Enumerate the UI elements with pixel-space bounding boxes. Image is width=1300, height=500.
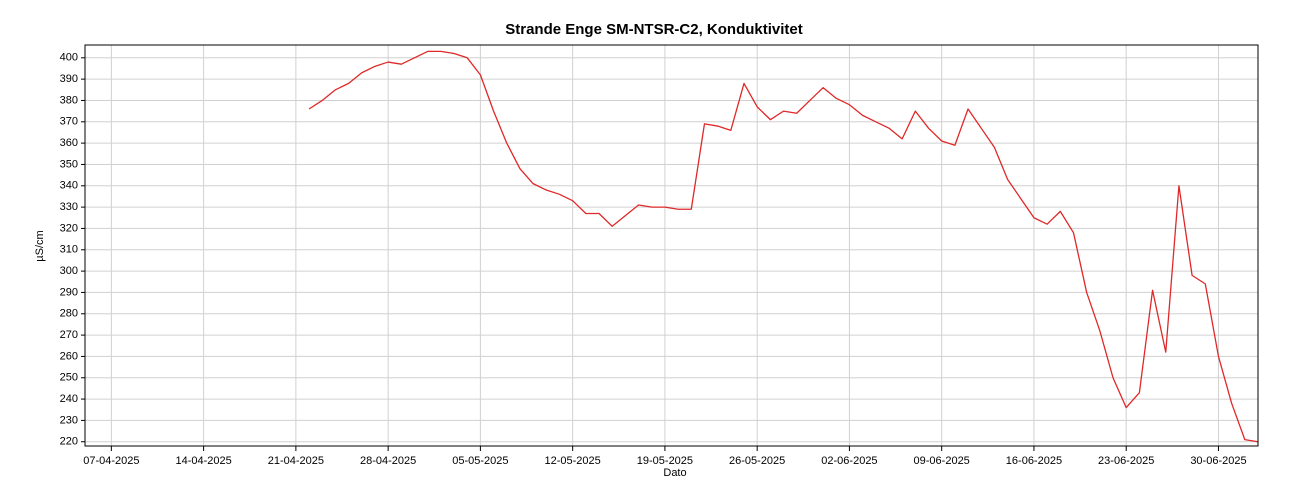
y-tick-label: 230 [60, 414, 78, 426]
x-tick-label: 02-06-2025 [821, 455, 877, 467]
y-tick-label: 320 [60, 222, 78, 234]
y-tick-label: 260 [60, 350, 78, 362]
x-tick-label: 09-06-2025 [914, 455, 970, 467]
data-line [308, 50, 1259, 443]
plot-frame [84, 44, 1259, 447]
x-tick-label: 28-04-2025 [360, 455, 416, 467]
y-tick-label: 350 [60, 158, 78, 170]
y-tick-label: 300 [60, 265, 78, 277]
y-tick-label: 280 [60, 308, 78, 320]
x-tick-label: 05-05-2025 [452, 455, 508, 467]
x-tick-label: 07-04-2025 [83, 455, 139, 467]
x-tick-label: 21-04-2025 [268, 455, 324, 467]
y-tick-label: 290 [60, 286, 78, 298]
y-tick-label: 270 [60, 329, 78, 341]
x-tick-label: 26-05-2025 [729, 455, 785, 467]
y-tick-label: 310 [60, 244, 78, 256]
y-tick-label: 370 [60, 116, 78, 128]
x-axis-label: Dato [663, 467, 686, 479]
x-tick-label: 16-06-2025 [1006, 455, 1062, 467]
x-tick-label: 23-06-2025 [1098, 455, 1154, 467]
y-tick-label: 250 [60, 372, 78, 384]
x-tick-label: 30-06-2025 [1190, 455, 1246, 467]
x-tick-label: 14-04-2025 [175, 455, 231, 467]
x-tick-label: 12-05-2025 [545, 455, 601, 467]
plot [308, 50, 1259, 443]
y-tick-label: 380 [60, 94, 78, 106]
y-tick-label: 330 [60, 201, 78, 213]
y-tick-label: 340 [60, 180, 78, 192]
y-tick-label: 220 [60, 436, 78, 448]
y-tick-label: 390 [60, 73, 78, 85]
y-tick-label: 400 [60, 52, 78, 64]
y-tick-label: 360 [60, 137, 78, 149]
y-axis-label: µS/cm [34, 230, 46, 261]
x-tick-label: 19-05-2025 [637, 455, 693, 467]
grid [85, 45, 1258, 446]
chart-title: Strande Enge SM-NTSR-C2, Konduktivitet [505, 21, 803, 38]
y-tick-label: 240 [60, 393, 78, 405]
